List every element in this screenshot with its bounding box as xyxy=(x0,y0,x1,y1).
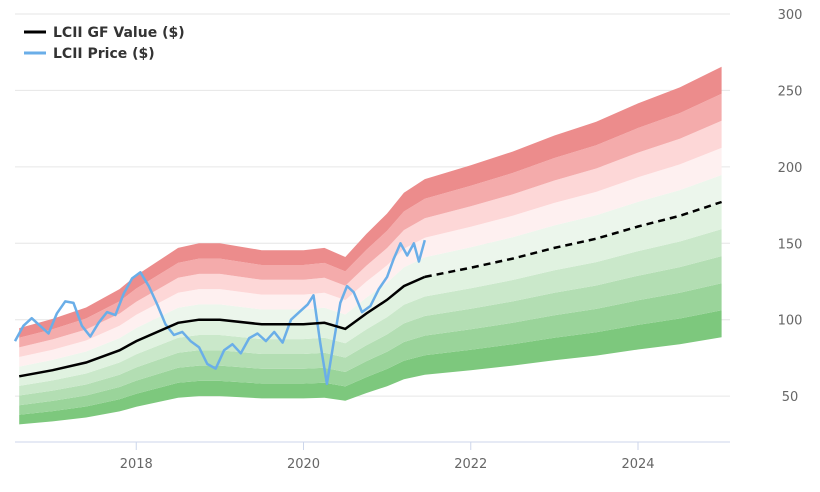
y-tick-label-300: 300 xyxy=(778,8,803,23)
band-7 xyxy=(19,120,722,357)
x-tick-label-2018: 2018 xyxy=(120,457,153,472)
band-9 xyxy=(19,66,722,338)
price-line xyxy=(13,239,427,386)
band-0 xyxy=(19,310,722,425)
band-1 xyxy=(19,283,722,415)
x-tick-label-2024: 2024 xyxy=(621,457,654,472)
legend-label-gf-value: LCII GF Value ($) xyxy=(53,25,185,41)
y-tick-label-150: 150 xyxy=(778,237,803,252)
band-2 xyxy=(19,256,722,406)
band-8 xyxy=(19,93,722,348)
series-lines xyxy=(13,200,722,386)
y-tick-label-250: 250 xyxy=(778,84,803,99)
x-axis: 2018 2020 2022 2024 xyxy=(15,441,730,472)
legend-label-price: LCII Price ($) xyxy=(53,46,155,62)
x-tick-label-2020: 2020 xyxy=(287,457,320,472)
y-axis: 50 100 150 200 250 300 xyxy=(778,8,803,405)
gf-value-line xyxy=(18,275,426,378)
valuation-bands xyxy=(19,66,722,425)
band-5 xyxy=(19,175,722,377)
band-4 xyxy=(19,202,722,386)
y-tick-label-50: 50 xyxy=(782,390,799,405)
y-tick-label-200: 200 xyxy=(778,161,803,176)
x-tick-label-2022: 2022 xyxy=(454,457,487,472)
y-tick-label-100: 100 xyxy=(778,314,803,329)
band-6 xyxy=(19,147,722,367)
legend: LCII GF Value ($) LCII Price ($) xyxy=(24,25,185,62)
band-3 xyxy=(19,229,722,396)
gf-value-projection-line xyxy=(424,200,722,279)
